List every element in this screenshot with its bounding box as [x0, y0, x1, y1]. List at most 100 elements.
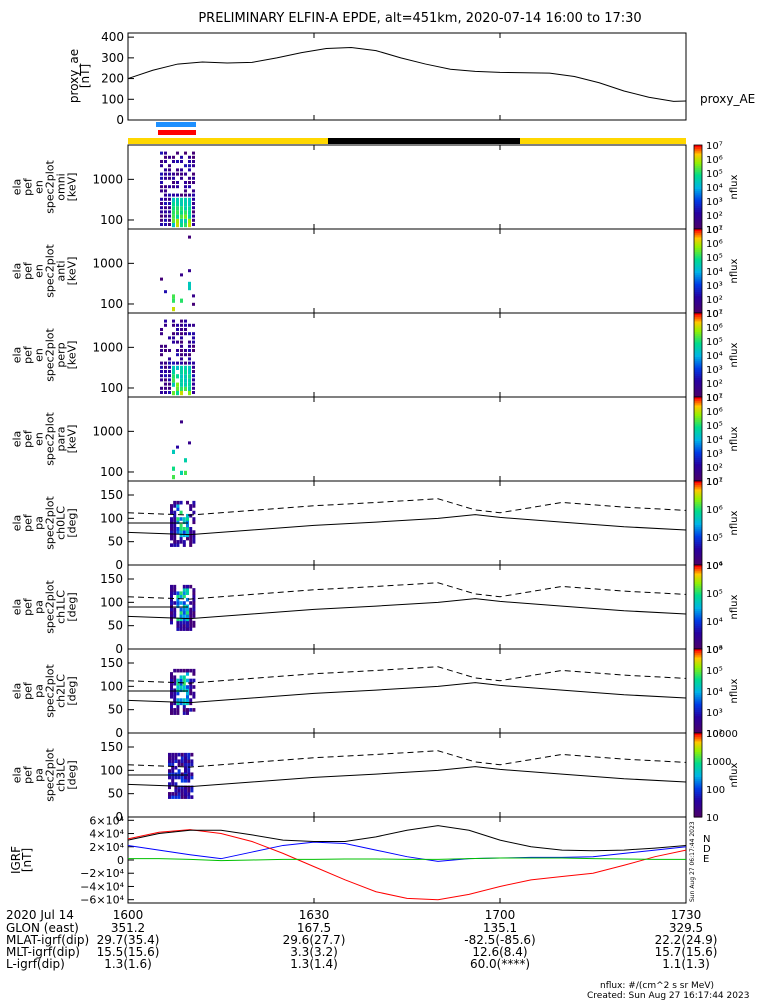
- pa-pixel: [187, 769, 191, 773]
- colorbar-label: nflux: [729, 678, 740, 703]
- spec_omni-pixels: [160, 151, 195, 228]
- spec-pixel: [176, 197, 179, 202]
- colorbar-cell: [694, 415, 702, 419]
- spec_anti-pixels: [160, 235, 195, 312]
- spec-pixel: [164, 206, 167, 210]
- colorbar-cell: [694, 451, 702, 455]
- orbit-value: 60.0(****): [470, 957, 530, 971]
- colorbar-tick-label: 10⁷: [706, 225, 723, 236]
- orbit-value: 22.2(24.9): [655, 933, 718, 947]
- pa-pixel: [177, 769, 181, 773]
- pa-pixel: [186, 536, 189, 541]
- pa-pixel: [182, 688, 186, 693]
- colorbar-cell: [694, 598, 702, 602]
- spec-pixel: [192, 151, 195, 155]
- y-tick-label: 100: [100, 381, 123, 395]
- spec-pixel: [172, 307, 175, 312]
- colorbar-cell: [694, 525, 702, 528]
- colorbar-tick-label: 10000: [706, 729, 738, 740]
- colorbar-cell: [694, 220, 702, 224]
- pa-pixel: [192, 620, 196, 625]
- colorbar-cell: [694, 636, 702, 640]
- pa-pixel: [173, 711, 177, 715]
- colorbar-cell: [694, 520, 702, 524]
- axis-label: [keV]: [66, 173, 79, 202]
- colorbar-tick-label: 10²: [706, 211, 723, 222]
- colorbar-cell: [694, 567, 702, 570]
- pa_ch2LC-colorbar: 10⁶ 10⁵ 10⁴ 10³ 10² nflux: [693, 645, 740, 740]
- spec-pixel: [164, 218, 167, 222]
- colorbar-cell: [694, 646, 702, 650]
- colorbar-cell: [694, 806, 702, 810]
- spec-pixel: [188, 391, 191, 396]
- spec-pixel: [192, 218, 195, 222]
- spec-pixel: [180, 197, 183, 202]
- colorbar-tick-label: 10²: [706, 729, 723, 740]
- colorbar-cell: [694, 424, 702, 427]
- pa-pixel: [170, 691, 173, 696]
- colorbar-cell: [694, 449, 702, 453]
- axis-label: pef: [22, 429, 35, 448]
- spec-pixel: [180, 210, 183, 215]
- pa-pixel: [177, 785, 181, 790]
- science-zone-bar-blue: [156, 122, 196, 127]
- colorbar-cell: [694, 493, 702, 497]
- pa-pixel: [170, 617, 173, 622]
- spec_anti-frame: [127, 228, 687, 314]
- colorbar-cell: [694, 254, 702, 257]
- axis-label: ela: [11, 767, 24, 784]
- axis-label: spec2plot: [44, 748, 57, 802]
- colorbar-cell: [694, 724, 702, 728]
- pa-pixel: [174, 795, 178, 799]
- colorbar-cell: [694, 575, 702, 579]
- colorbar-cell: [694, 271, 702, 274]
- orbit-value: 1.3(1.4): [290, 957, 338, 971]
- colorbar-cell: [694, 747, 702, 751]
- pa-pixel: [182, 607, 186, 612]
- spec-pixel: [164, 176, 167, 180]
- spec-pixel: [192, 370, 195, 373]
- colorbar-cell: [694, 764, 702, 768]
- spec-pixel: [164, 214, 167, 218]
- loss-cone-solid-line: [127, 766, 687, 788]
- spec-pixel: [160, 176, 163, 180]
- pa-pixel: [171, 792, 175, 796]
- pa-pixel: [179, 540, 183, 544]
- colorbar-cell: [694, 602, 702, 606]
- colorbar-cell: [694, 743, 702, 747]
- colorbar-cell: [694, 573, 702, 577]
- spec-pixel: [176, 445, 179, 449]
- pa-pixel: [173, 527, 177, 531]
- pa_ch2LC-pixels: [170, 668, 196, 715]
- colorbar-cell: [694, 495, 702, 499]
- pa-pixel: [170, 601, 173, 605]
- orbit-table: 2020 Jul 14 1600 1630 1700 1730 GLON (east) 35…: [6, 908, 717, 971]
- spec-pixel: [188, 374, 191, 379]
- colorbar-tick-label: 10⁴: [706, 267, 723, 278]
- axis-label: ela: [11, 263, 24, 280]
- pa-pixel: [189, 681, 193, 686]
- pa-pixel: [174, 756, 178, 760]
- spec-pixel: [168, 176, 171, 180]
- pa-pixel: [192, 504, 196, 508]
- pa-pixel: [192, 607, 196, 612]
- pa-pixel: [192, 594, 196, 599]
- axis-label: en: [33, 180, 46, 194]
- axis-label: pa: [33, 600, 46, 614]
- pa_ch3LC-colorbar: 10000 1000 100 10 nflux: [693, 729, 740, 824]
- spec-pixel: [172, 298, 175, 303]
- colorbar-cell: [694, 607, 702, 610]
- spec-pixel: [164, 155, 167, 159]
- y-tick-label: 0: [116, 113, 124, 127]
- spec-pixel: [164, 365, 167, 369]
- y-tick-label: 100: [100, 679, 123, 693]
- spec-pixel: [160, 214, 163, 218]
- spec-pixel: [160, 349, 163, 352]
- spec-pixel: [184, 172, 187, 176]
- orbit-row-label: GLON (east): [6, 921, 79, 935]
- spec-pixel: [176, 181, 179, 184]
- pa-pixel: [176, 543, 180, 547]
- pa-pixel: [189, 627, 193, 631]
